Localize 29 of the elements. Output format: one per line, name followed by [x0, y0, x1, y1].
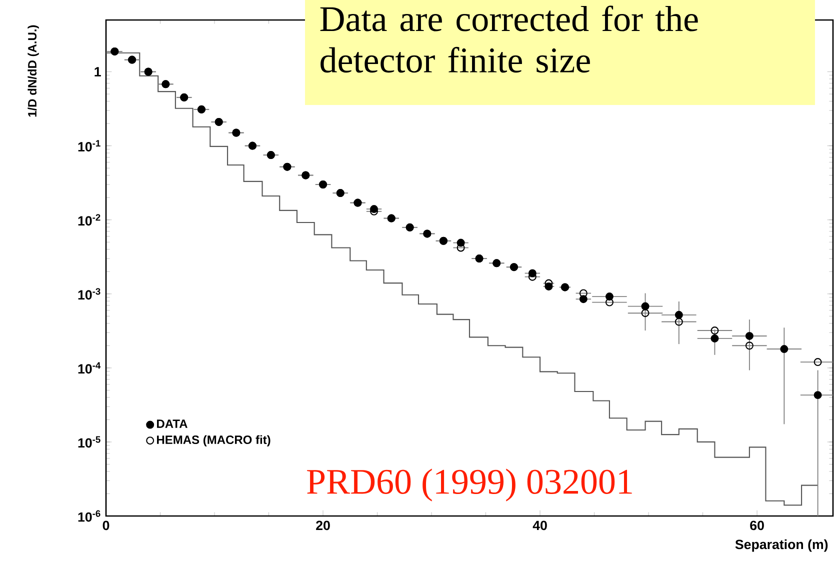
legend-label: HEMAS (MACRO fit) — [157, 435, 270, 446]
point — [710, 326, 719, 335]
point — [780, 345, 788, 354]
point — [745, 332, 754, 340]
x-tick-label: 20 — [316, 520, 330, 530]
point — [641, 302, 650, 310]
y-axis-title: 1/D dN/dD (A.U.) — [28, 25, 39, 117]
y-tick-label: 10$^{-4}$ — [78, 362, 101, 374]
point — [579, 289, 588, 298]
y-tick-label: 10$^{-5}$ — [78, 436, 100, 448]
x-tick-label: 40 — [532, 520, 547, 530]
annotation: Data are corrected for the detector finite size — [320, 6, 698, 73]
point — [605, 298, 614, 306]
y-tick-label: 10$^{-3}$ — [78, 288, 100, 300]
point — [641, 309, 650, 318]
x-axis-title: Separation (m) — [735, 539, 828, 552]
point — [674, 310, 683, 319]
y-tick-label: 10$^{-6}$ — [78, 510, 100, 522]
y-tick-label: 10$^{-2}$ — [78, 214, 100, 226]
annotation: PRD60 (1999) 032001 — [307, 468, 632, 502]
point — [674, 318, 683, 326]
point — [745, 342, 754, 350]
y-tick-label: 1 — [94, 67, 101, 76]
legend-label: DATA — [157, 420, 188, 428]
point — [710, 334, 719, 342]
point — [814, 358, 822, 366]
x-tick-label: 0 — [102, 520, 110, 530]
x-tick-label: 60 — [750, 520, 764, 530]
y-tick-label: 10$^{-1}$ — [78, 140, 100, 152]
